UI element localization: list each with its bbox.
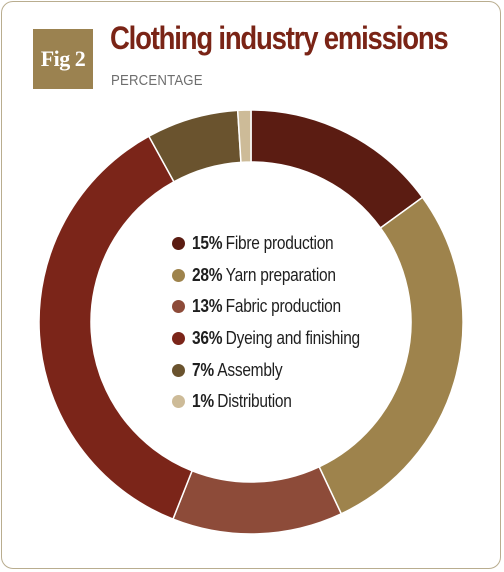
chart-subtitle: PERCENTAGE xyxy=(111,72,203,89)
legend-swatch xyxy=(172,268,185,282)
donut-slice-distribution xyxy=(236,109,252,164)
legend-swatch xyxy=(172,395,185,409)
legend-label: Yarn preparation xyxy=(225,264,336,285)
figure-badge: Fig 2 xyxy=(33,29,93,89)
legend-item-dyeing-and-finishing: 36% Dyeing and finishing xyxy=(172,323,387,355)
chart-title: Clothing industry emissions xyxy=(110,20,449,56)
legend-value: 1% xyxy=(192,391,214,412)
legend-value: 36% xyxy=(192,328,223,349)
legend-label: Assembly xyxy=(217,359,283,380)
legend-item-distribution: 1% Distribution xyxy=(172,386,387,418)
legend-swatch xyxy=(172,332,185,346)
legend-value: 28% xyxy=(192,264,223,285)
legend-swatch xyxy=(172,363,185,377)
legend-item-fabric-production: 13% Fabric production xyxy=(172,291,387,323)
legend-label: Distribution xyxy=(217,391,292,412)
legend-item-yarn-preparation: 28% Yarn preparation xyxy=(172,260,387,292)
chart-legend: 15% Fibre production 28% Yarn preparation … xyxy=(172,228,387,418)
legend-label: Fabric production xyxy=(225,296,341,317)
legend-label: Fibre production xyxy=(225,233,334,254)
legend-item-fibre-production: 15% Fibre production xyxy=(172,228,387,260)
donut-slice-dyeing-and-finishing xyxy=(38,135,194,521)
donut-slice-fabric-production xyxy=(171,465,343,535)
donut-slice-fibre-production xyxy=(250,109,424,230)
legend-swatch xyxy=(172,237,185,251)
legend-item-assembly: 7% Assembly xyxy=(172,354,387,386)
legend-swatch xyxy=(172,300,185,314)
legend-label: Dyeing and finishing xyxy=(225,328,361,349)
legend-value: 15% xyxy=(192,233,223,254)
legend-value: 13% xyxy=(192,296,223,317)
legend-value: 7% xyxy=(192,359,214,380)
